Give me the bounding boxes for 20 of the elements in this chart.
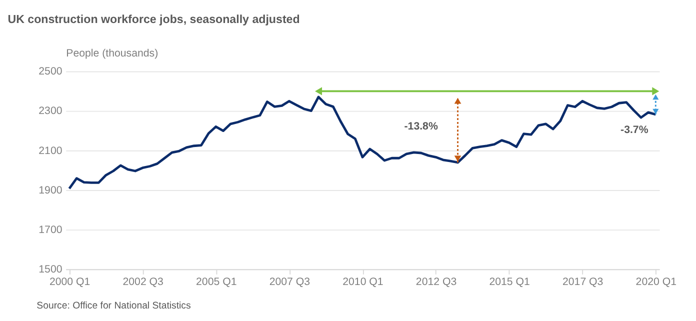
chart-title: UK construction workforce jobs, seasonally adjusted — [8, 14, 300, 26]
y-tick-label: 1700 — [38, 224, 62, 236]
x-tick-label: 2005 Q1 — [196, 276, 237, 288]
annotation: -13.8% — [404, 120, 438, 132]
x-tick-label: 2015 Q1 — [489, 276, 530, 288]
x-tick-label: 2000 Q1 — [49, 276, 90, 288]
x-tick-label: 2017 Q3 — [562, 276, 604, 288]
annotation: -3.7% — [620, 124, 649, 136]
source-note: Source: Office for National Statistics — [36, 300, 191, 312]
y-tick-label: 2300 — [38, 105, 62, 118]
x-tick-label: 2002 Q3 — [122, 276, 164, 288]
y-tick-label: 1500 — [38, 264, 62, 276]
y-tick-label: 1900 — [38, 184, 62, 196]
x-tick-label: 2007 Q3 — [269, 276, 310, 288]
y-tick-label: 2100 — [38, 144, 62, 157]
y-tick-label: 2500 — [38, 66, 62, 78]
x-tick-label: 2012 Q3 — [416, 276, 457, 288]
y-axis-title: People (thousands) — [66, 47, 158, 60]
x-tick-label: 2010 Q1 — [342, 276, 384, 288]
x-tick-label: 2020 Q1 — [636, 276, 677, 288]
